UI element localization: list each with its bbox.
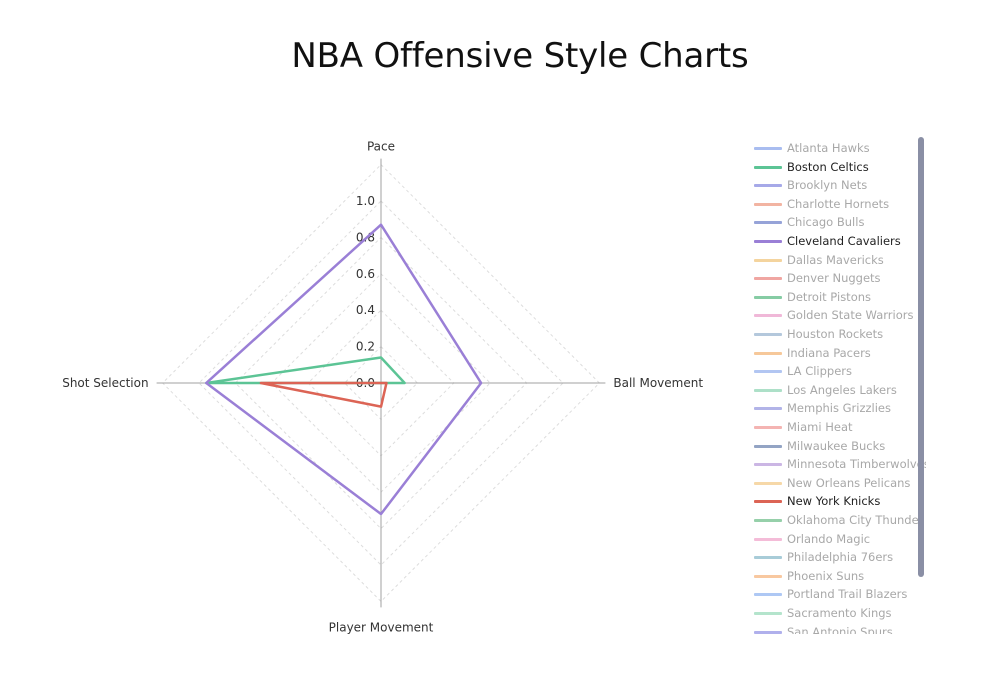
legend-swatch <box>754 388 782 392</box>
legend-swatch <box>754 630 782 634</box>
legend-label: Minnesota Timberwolves <box>787 457 926 472</box>
legend-label: Brooklyn Nets <box>787 178 868 193</box>
legend-swatch <box>754 537 782 541</box>
legend-label: Milwaukee Bucks <box>787 438 886 453</box>
grid-ring <box>161 163 601 603</box>
legend-swatch <box>754 314 782 318</box>
legend-swatch <box>754 556 782 560</box>
axis-label: Pace <box>367 140 395 154</box>
legend-item-san-antonio-spurs[interactable]: San Antonio Spurs <box>748 623 918 634</box>
legend-item-new-orleans-pelicans[interactable]: New Orleans Pelicans <box>748 474 918 492</box>
legend-swatch <box>754 426 782 429</box>
legend-label: Atlanta Hawks <box>787 141 870 155</box>
series-new-york-knicks <box>259 381 388 408</box>
series-cleveland-cavaliers <box>205 223 483 516</box>
legend-label: New York Knicks <box>787 494 881 509</box>
legend-swatch <box>754 147 782 150</box>
legend-label: Indiana Pacers <box>787 345 871 360</box>
radial-tick-label: 0.2 <box>356 340 375 354</box>
legend-swatch <box>754 519 782 522</box>
legend-label: Memphis Grizzlies <box>787 401 891 416</box>
legend-swatch <box>754 240 782 243</box>
legend-label: Houston Rockets <box>787 327 884 341</box>
axis-label: Shot Selection <box>62 376 148 390</box>
legend-item-detroit-pistons[interactable]: Detroit Pistons <box>748 288 918 306</box>
legend-label: Los Angeles Lakers <box>787 382 897 397</box>
legend-swatch <box>754 370 782 374</box>
legend-label: LA Clippers <box>787 364 853 379</box>
legend-label: Philadelphia 76ers <box>787 550 894 565</box>
legend-swatch <box>754 500 782 504</box>
axis-label: Player Movement <box>329 620 434 634</box>
legend-label: San Antonio Spurs <box>787 624 893 634</box>
grid-ring <box>234 236 528 530</box>
legend-item-minnesota-timberwolves[interactable]: Minnesota Timberwolves <box>748 455 926 473</box>
legend-swatch <box>754 463 782 467</box>
legend-item-sacramento-kings[interactable]: Sacramento Kings <box>748 604 918 622</box>
legend[interactable]: Atlanta Hawks Boston Celtics Brooklyn Nets… <box>748 138 926 634</box>
legend-swatch <box>754 574 782 578</box>
legend-item-portland-trail-blazers[interactable]: Portland Trail Blazers <box>748 585 918 603</box>
radial-tick-label: 0.6 <box>356 267 375 281</box>
legend-item-cleveland-cavaliers[interactable]: Cleveland Cavaliers <box>748 232 918 250</box>
legend-item-brooklyn-nets[interactable]: Brooklyn Nets <box>748 176 918 194</box>
legend-label: Phoenix Suns <box>787 568 865 583</box>
legend-label: Cleveland Cavaliers <box>787 234 901 248</box>
legend-item-indiana-pacers[interactable]: Indiana Pacers <box>748 344 918 362</box>
legend-swatch <box>754 444 782 448</box>
legend-item-atlanta-hawks[interactable]: Atlanta Hawks <box>748 139 918 157</box>
legend-item-new-york-knicks[interactable]: New York Knicks <box>748 492 918 510</box>
legend-item-golden-state-warriors[interactable]: Golden State Warriors <box>748 306 918 324</box>
radial-tick-label: 1.0 <box>356 194 375 208</box>
legend-label: Miami Heat <box>787 420 853 434</box>
legend-label: Boston Celtics <box>787 159 869 174</box>
legend-swatch <box>754 333 782 336</box>
legend-swatch <box>754 407 782 411</box>
legend-swatch <box>754 202 782 206</box>
legend-item-denver-nuggets[interactable]: Denver Nuggets <box>748 269 918 287</box>
legend-label: New Orleans Pelicans <box>787 475 911 490</box>
legend-item-houston-rockets[interactable]: Houston Rockets <box>748 325 918 343</box>
legend-swatch <box>754 258 782 262</box>
legend-swatch <box>754 295 782 299</box>
legend-item-la-clippers[interactable]: LA Clippers <box>748 362 918 380</box>
legend-item-chicago-bulls[interactable]: Chicago Bulls <box>748 213 918 231</box>
legend-item-los-angeles-lakers[interactable]: Los Angeles Lakers <box>748 381 918 399</box>
legend-swatch <box>754 593 782 597</box>
legend-swatch <box>754 481 782 485</box>
legend-scrollbar[interactable] <box>918 137 924 577</box>
legend-label: Portland Trail Blazers <box>787 587 908 602</box>
legend-item-memphis-grizzlies[interactable]: Memphis Grizzlies <box>748 399 918 417</box>
legend-item-phoenix-suns[interactable]: Phoenix Suns <box>748 567 918 585</box>
legend-item-philadelphia-76ers[interactable]: Philadelphia 76ers <box>748 548 918 566</box>
legend-item-milwaukee-bucks[interactable]: Milwaukee Bucks <box>748 437 918 455</box>
legend-item-orlando-magic[interactable]: Orlando Magic <box>748 530 918 548</box>
legend-item-miami-heat[interactable]: Miami Heat <box>748 418 918 436</box>
legend-swatch <box>754 184 782 188</box>
legend-item-dallas-mavericks[interactable]: Dallas Mavericks <box>748 251 918 269</box>
legend-label: Chicago Bulls <box>787 215 865 230</box>
chart-title: NBA Offensive Style Charts <box>291 36 749 76</box>
legend-label: Detroit Pistons <box>787 289 872 304</box>
legend-label: Golden State Warriors <box>787 308 914 323</box>
legend-swatch <box>754 277 782 281</box>
legend-swatch <box>754 165 782 169</box>
legend-swatch <box>754 351 782 355</box>
legend-swatch <box>754 612 782 615</box>
axis-label: Ball Movement <box>613 376 703 390</box>
legend-label: Oklahoma City Thunder <box>787 513 924 527</box>
legend-item-boston-celtics[interactable]: Boston Celtics <box>748 158 918 176</box>
legend-label: Denver Nuggets <box>787 271 881 286</box>
legend-item-charlotte-hornets[interactable]: Charlotte Hornets <box>748 195 918 213</box>
legend-label: Sacramento Kings <box>787 606 892 620</box>
legend-swatch <box>754 221 782 225</box>
legend-label: Charlotte Hornets <box>787 196 890 211</box>
legend-label: Dallas Mavericks <box>787 252 884 267</box>
legend-item-oklahoma-city-thunder[interactable]: Oklahoma City Thunder <box>748 511 923 529</box>
legend-label: Orlando Magic <box>787 531 871 546</box>
radial-tick-label: 0.4 <box>356 303 375 317</box>
